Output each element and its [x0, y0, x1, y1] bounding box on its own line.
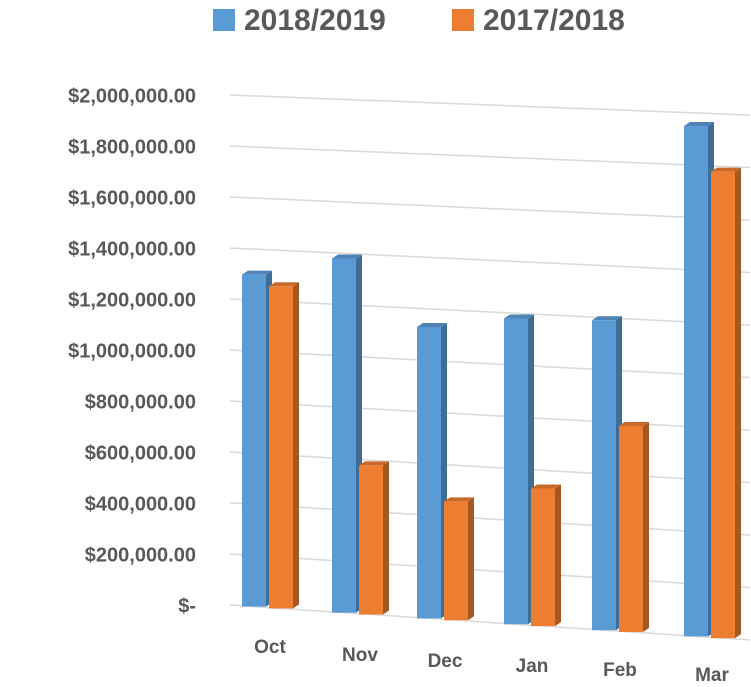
- legend-swatch: [213, 9, 235, 31]
- bar-top: [531, 484, 561, 489]
- bar: [332, 258, 356, 613]
- bar-side: [293, 282, 299, 609]
- x-tick-label: Feb: [603, 660, 637, 681]
- y-tick-label: $-: [178, 595, 196, 617]
- bar: [684, 126, 708, 637]
- bar: [269, 286, 293, 609]
- bar: [619, 425, 643, 632]
- bar-top: [269, 282, 299, 287]
- grid-line: [229, 196, 751, 221]
- grid-line: [229, 604, 751, 641]
- y-tick-label: $1,600,000.00: [68, 187, 196, 209]
- y-tick-label: $600,000.00: [85, 442, 196, 464]
- bar-side: [555, 484, 561, 627]
- bar-top: [242, 270, 272, 275]
- bar-top: [711, 167, 741, 172]
- y-tick-label: $400,000.00: [85, 493, 196, 515]
- bar-top: [619, 421, 649, 426]
- bar-top: [444, 497, 474, 502]
- x-tick-label: Nov: [342, 645, 378, 666]
- bar: [531, 488, 555, 627]
- x-tick-label: Oct: [254, 637, 286, 658]
- legend-swatch: [452, 9, 474, 31]
- grid-line: [229, 553, 751, 589]
- bar: [504, 318, 528, 625]
- bar: [242, 274, 266, 607]
- y-tick-label: $200,000.00: [85, 544, 196, 566]
- bar-side: [735, 167, 741, 639]
- y-tick-label: $1,200,000.00: [68, 289, 196, 311]
- y-tick-label: $1,000,000.00: [68, 340, 196, 362]
- bar-top: [684, 122, 714, 127]
- bar: [711, 171, 735, 639]
- bar-side: [383, 461, 389, 615]
- grid-line: [229, 451, 751, 484]
- bar-top: [592, 316, 622, 321]
- grid-line: [229, 94, 751, 116]
- grid-line: [229, 298, 751, 326]
- x-tick-label: Mar: [695, 665, 729, 686]
- grid-line: [229, 349, 751, 379]
- bar-side: [468, 497, 474, 621]
- grid-line: [229, 247, 751, 274]
- y-tick-label: $1,400,000.00: [68, 238, 196, 260]
- legend-label: 2017/2018: [483, 4, 625, 37]
- bar-side: [643, 421, 649, 632]
- bar: [444, 501, 468, 621]
- bar: [592, 320, 616, 631]
- bar-top: [332, 254, 362, 259]
- grid-line: [229, 400, 751, 431]
- bar: [359, 465, 383, 615]
- bar: [417, 327, 441, 619]
- x-tick-label: Jan: [516, 656, 549, 677]
- y-tick-label: $1,800,000.00: [68, 136, 196, 158]
- bar-top: [417, 323, 447, 328]
- legend-label: 2018/2019: [244, 4, 386, 37]
- x-tick-label: Dec: [428, 651, 463, 672]
- y-tick-label: $800,000.00: [85, 391, 196, 413]
- bar-top: [359, 461, 389, 466]
- grid-line: [229, 502, 751, 536]
- y-tick-label: $2,000,000.00: [68, 85, 196, 107]
- grid-line: [229, 145, 751, 169]
- bar-top: [504, 314, 534, 319]
